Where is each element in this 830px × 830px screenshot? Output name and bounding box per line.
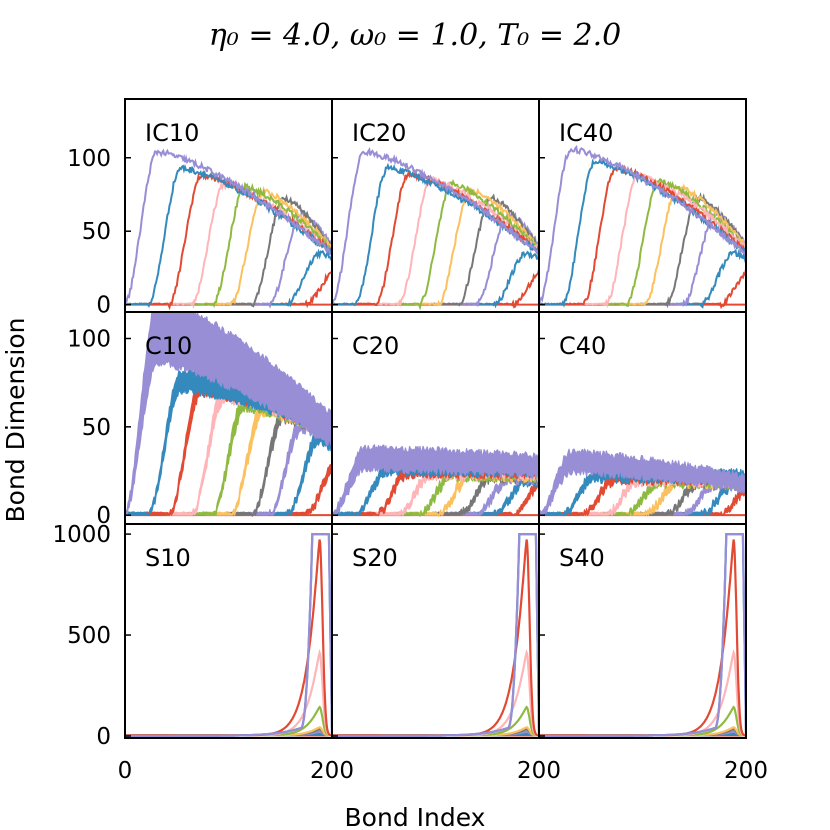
x-tick-label: 0 bbox=[118, 758, 133, 784]
series-band-4 bbox=[225, 402, 332, 517]
series-band-10 bbox=[332, 444, 539, 516]
panel-label: C20 bbox=[352, 332, 399, 360]
y-tick-label: 0 bbox=[96, 724, 111, 750]
series-line-10 bbox=[125, 148, 332, 307]
series-line-6 bbox=[393, 178, 539, 311]
y-axis-label: Bond Dimension bbox=[1, 318, 30, 523]
panel-c20 bbox=[332, 444, 539, 517]
series-band-1 bbox=[486, 478, 539, 516]
series-line-10 bbox=[332, 533, 539, 738]
y-tick-label: 100 bbox=[67, 327, 111, 353]
plot-grid: IC10 IC20 IC40 0 50 100 C10 C20 C40 0 50 100 S10 S20 S… bbox=[52, 98, 768, 784]
series-line-2 bbox=[675, 248, 746, 309]
series-line-1 bbox=[279, 271, 332, 309]
panel-frame bbox=[538, 523, 747, 739]
series-band-10 bbox=[539, 448, 746, 516]
panel-label: S10 bbox=[145, 544, 191, 572]
panel-label: IC10 bbox=[145, 119, 199, 147]
series-line-6 bbox=[186, 181, 332, 308]
x-tick-label: 200 bbox=[310, 758, 354, 784]
x-tick-label: 200 bbox=[724, 758, 768, 784]
chart-title: η₀ = 4.0, ω₀ = 1.0, T₀ = 2.0 bbox=[209, 18, 621, 53]
series-line-6 bbox=[125, 705, 332, 737]
series-line-5 bbox=[412, 187, 539, 307]
panel-label: IC40 bbox=[559, 119, 613, 147]
panel-ic10 bbox=[125, 148, 332, 311]
series-band-5 bbox=[205, 395, 332, 516]
panel-s20 bbox=[332, 533, 539, 738]
series-band-3 bbox=[243, 413, 332, 516]
series-line-10 bbox=[539, 533, 746, 738]
panel-label: IC20 bbox=[352, 119, 406, 147]
y-tick-label: 50 bbox=[82, 415, 111, 441]
series-line-10 bbox=[539, 144, 746, 306]
series-band-3 bbox=[450, 470, 539, 516]
panel-ic40 bbox=[539, 144, 746, 310]
series-line-6 bbox=[332, 705, 539, 737]
series-line-3 bbox=[450, 209, 539, 307]
panel-s10 bbox=[125, 533, 332, 738]
panel-s40 bbox=[539, 533, 746, 738]
series-line-3 bbox=[243, 209, 332, 309]
panel-c10 bbox=[125, 312, 332, 517]
panel-c40 bbox=[539, 448, 746, 517]
panel-label: C10 bbox=[145, 332, 192, 360]
panel-label: C40 bbox=[559, 332, 606, 360]
series-line-2 bbox=[468, 250, 539, 309]
y-tick-label: 1000 bbox=[52, 522, 111, 548]
y-tick-label: 50 bbox=[82, 219, 111, 245]
series-line-10 bbox=[125, 533, 332, 738]
series-band-10 bbox=[125, 312, 332, 516]
series-line-10 bbox=[332, 147, 539, 306]
y-tick-label: 100 bbox=[67, 146, 111, 172]
y-tick-label: 500 bbox=[67, 623, 111, 649]
series-line-6 bbox=[539, 705, 746, 737]
x-axis-label: Bond Index bbox=[345, 803, 486, 830]
series-band-6 bbox=[186, 389, 332, 516]
y-tick-label: 0 bbox=[96, 293, 111, 319]
series-band-1 bbox=[279, 463, 332, 516]
panel-label: S20 bbox=[352, 544, 398, 572]
panel-label: S40 bbox=[559, 544, 605, 572]
panel-ic20 bbox=[332, 147, 539, 311]
y-tick-label: 0 bbox=[96, 503, 111, 529]
x-tick-label: 200 bbox=[517, 758, 561, 784]
series-line-2 bbox=[261, 248, 332, 308]
